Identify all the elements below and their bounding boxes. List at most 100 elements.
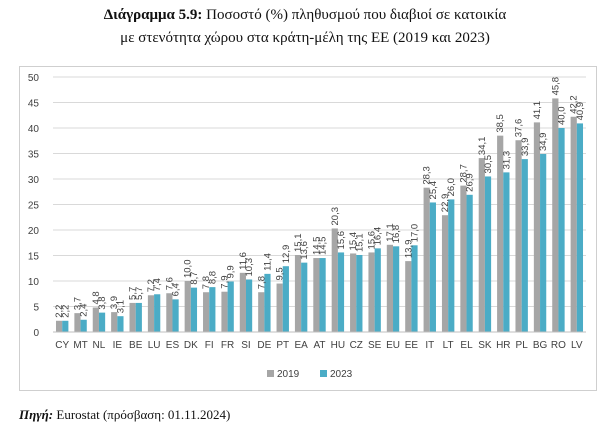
x-tick-label: CY xyxy=(55,340,69,351)
bar-2023 xyxy=(337,252,345,332)
data-label-2019: 42,2 xyxy=(569,95,580,114)
bar-2023 xyxy=(521,159,528,332)
x-tick-label: SK xyxy=(478,340,492,351)
data-label-2023: 40,0 xyxy=(557,107,568,126)
chart-title-line1: Διάγραμμα 5.9: Ποσοστό (%) πληθυσμού που… xyxy=(0,4,610,27)
bar-2023 xyxy=(448,199,455,332)
y-tick-label: 50 xyxy=(28,73,40,84)
data-label-2019: 34,1 xyxy=(477,137,488,156)
y-tick-label: 45 xyxy=(28,99,40,110)
bar-2023 xyxy=(356,254,363,332)
data-label-2023: 15,6 xyxy=(336,231,347,250)
legend-swatch-2023 xyxy=(320,370,327,377)
data-label-2023: 10,3 xyxy=(244,258,255,277)
x-tick-label: HU xyxy=(331,340,345,351)
data-label-2023: 16,4 xyxy=(373,227,384,246)
bar-2019 xyxy=(313,258,320,332)
legend: 2019 2023 xyxy=(267,369,353,380)
bar-2019 xyxy=(350,253,357,332)
data-label-2019: 22,9 xyxy=(440,194,451,213)
bar-2023 xyxy=(117,316,124,332)
x-tick-label: FI xyxy=(205,340,214,351)
data-label-2019: 3,7 xyxy=(72,297,83,310)
data-label-2023: 17,0 xyxy=(409,224,420,243)
x-tick-label: MT xyxy=(73,340,87,351)
bar-2023 xyxy=(301,262,308,332)
data-label-2023: 9,9 xyxy=(226,265,237,278)
bar-2023 xyxy=(374,248,381,332)
bar-2019 xyxy=(552,98,559,332)
bar-2023 xyxy=(429,202,436,332)
data-label-2023: 6,4 xyxy=(171,283,182,296)
bar-2019 xyxy=(203,292,210,332)
data-label-2023: 15,1 xyxy=(354,233,365,252)
data-label-2023: 13,6 xyxy=(299,241,310,260)
x-tick-label: EU xyxy=(386,340,400,351)
bar-2019 xyxy=(258,292,265,332)
data-label-2019: 37,6 xyxy=(514,119,525,137)
y-tick-label: 40 xyxy=(28,124,40,135)
y-tick-label: 25 xyxy=(28,201,40,212)
data-label-2023: 26,0 xyxy=(446,178,457,197)
data-label-2023: 3,1 xyxy=(115,300,126,313)
bar-2019 xyxy=(368,252,375,332)
x-tick-label: AT xyxy=(313,340,325,351)
bar-2023 xyxy=(393,246,400,332)
bar-2019 xyxy=(331,228,338,332)
bar-2023 xyxy=(98,312,106,332)
data-label-2019: 3,9 xyxy=(109,296,120,309)
data-label-2023: 30,5 xyxy=(483,155,494,174)
y-tick-label: 15 xyxy=(28,252,40,263)
legend-label-2023: 2023 xyxy=(330,369,353,380)
y-tick-label: 20 xyxy=(28,226,40,237)
y-tick-label: 10 xyxy=(28,277,40,288)
x-tick-label: RO xyxy=(551,340,566,351)
bar-2023 xyxy=(558,128,565,332)
bar-2019 xyxy=(441,215,449,332)
data-label-2023: 31,3 xyxy=(501,151,512,170)
bar-2023 xyxy=(80,319,87,332)
bar-chart: 051015202530354045502,22,2CY3,72,4MT4,83… xyxy=(28,73,586,380)
data-label-2019: 15,6 xyxy=(367,231,378,250)
bar-2023 xyxy=(466,194,473,332)
bar-2019 xyxy=(92,307,99,332)
data-label-2019: 4,8 xyxy=(91,291,102,304)
bar-2023 xyxy=(245,279,253,332)
bar-2019 xyxy=(570,116,577,332)
x-tick-label: PT xyxy=(276,340,289,351)
data-label-2019: 10,0 xyxy=(183,260,194,279)
bar-2023 xyxy=(319,258,326,332)
legend-label-2019: 2019 xyxy=(277,369,300,380)
bar-2023 xyxy=(503,172,510,332)
y-tick-label: 0 xyxy=(33,328,39,339)
bar-2019 xyxy=(533,122,541,332)
bar-2019 xyxy=(423,187,430,332)
x-tick-label: DK xyxy=(184,340,198,351)
data-label-2019: 7,9 xyxy=(220,275,231,288)
x-tick-label: SE xyxy=(368,340,382,351)
data-label-2023: 26,9 xyxy=(465,173,476,192)
data-label-2023: 7,4 xyxy=(152,278,163,291)
bar-2019 xyxy=(478,158,485,332)
data-label-2023: 8,8 xyxy=(207,271,218,284)
bar-2023 xyxy=(576,123,584,332)
data-label-2019: 11,6 xyxy=(238,252,249,270)
source-label: Πηγή: xyxy=(19,407,54,422)
data-label-2019: 5,7 xyxy=(128,287,139,300)
bar-2019 xyxy=(276,283,283,332)
data-label-2019: 2,2 xyxy=(54,305,65,318)
bar-2023 xyxy=(540,154,547,332)
bar-2019 xyxy=(497,135,504,332)
bar-2023 xyxy=(227,281,234,332)
chart-title-line2: με στενότητα χώρου στα κράτη-μέλη της ΕΕ… xyxy=(120,30,490,46)
x-tick-label: LV xyxy=(571,340,583,351)
x-tick-label: EL xyxy=(460,340,473,351)
bar-2019 xyxy=(129,302,136,332)
data-label-2023: 33,9 xyxy=(520,138,531,157)
bar-2019 xyxy=(405,261,412,332)
chart-title: Διάγραμμα 5.9: Ποσοστό (%) πληθυσμού που… xyxy=(0,4,610,50)
data-label-2019: 9,5 xyxy=(275,267,286,280)
data-label-2023: 16,8 xyxy=(391,225,402,244)
data-label-2023: 40,9 xyxy=(575,102,586,121)
chart-area: 0 5 10 15 20 25 30 35 40 45 50 2,2 2,2 CY 3,7 2,4 MT 4,8 3… xyxy=(19,66,597,391)
